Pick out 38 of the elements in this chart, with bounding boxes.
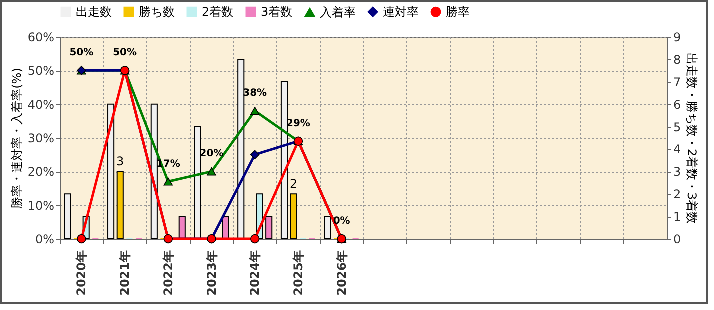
- x-tick-label: 2023年: [204, 250, 219, 296]
- data-label: 50%: [113, 48, 138, 59]
- y2-axis-title: 出走数・勝ち数・2着数・3着数: [685, 52, 700, 224]
- legend-label: 2着数: [202, 5, 234, 20]
- x-tick-label: 2021年: [118, 250, 132, 296]
- y-tick-label: 20%: [28, 165, 54, 180]
- data-label: 29%: [286, 118, 310, 130]
- y-tick-label: 30%: [28, 132, 54, 146]
- y2-tick-label: 0: [674, 232, 682, 246]
- y2-tick-label: 8: [674, 52, 682, 67]
- legend-label: 勝ち数: [139, 5, 175, 20]
- x-tick-label: 2026年: [334, 250, 349, 296]
- data-label: 3: [116, 154, 124, 169]
- data-label: 50%: [70, 48, 94, 59]
- legend-label: 勝率: [446, 5, 470, 20]
- y-tick-label: 60%: [28, 30, 54, 44]
- legend-label: 入着率: [320, 5, 356, 20]
- y-axis-title: 勝率・連対率・入着率(%): [10, 68, 24, 209]
- y2-tick-label: 5: [674, 120, 682, 134]
- y-tick-label: 0%: [35, 232, 54, 246]
- x-tick-label: 2022年: [161, 250, 176, 296]
- y2-tick-label: 2: [674, 188, 682, 202]
- y-tick-label: 50%: [28, 64, 54, 78]
- y2-tick-label: 7: [674, 75, 682, 90]
- x-tick-label: 2020年: [74, 250, 89, 296]
- x-tick-label: 2025年: [291, 250, 306, 296]
- legend-label: 3着数: [261, 5, 293, 20]
- legend-label: 出走数: [76, 5, 112, 20]
- x-tick-label: 2024年: [248, 250, 262, 296]
- y2-tick-label: 6: [674, 98, 682, 112]
- y2-tick-label: 4: [674, 142, 682, 157]
- y-tick-label: 40%: [28, 98, 54, 112]
- legend-label: 連対率: [383, 5, 419, 20]
- y-tick-label: 10%: [28, 198, 54, 213]
- y2-tick-label: 9: [674, 30, 682, 44]
- data-label: 2: [290, 177, 298, 192]
- y2-tick-label: 1: [674, 210, 682, 224]
- y2-tick-label: 3: [674, 165, 682, 180]
